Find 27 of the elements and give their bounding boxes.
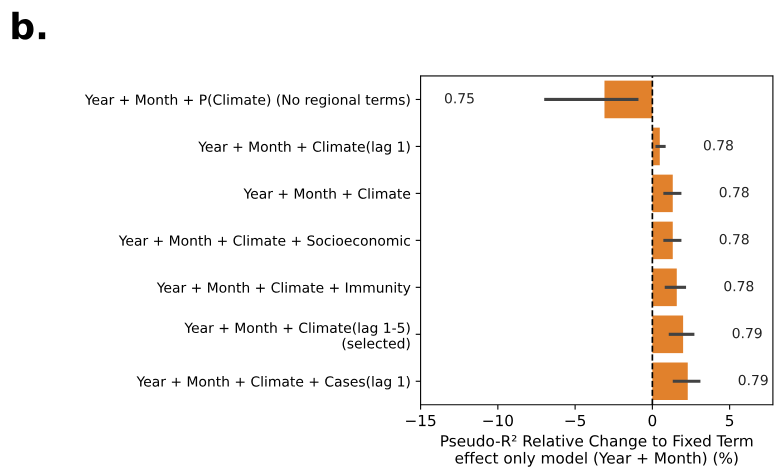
bar [652, 362, 688, 400]
annotation: 0.75 [444, 92, 474, 104]
bar [652, 316, 684, 354]
x-tick-label: 0 [648, 414, 656, 426]
x-tick-label: 5 [726, 414, 734, 426]
annotation: 0.78 [704, 140, 733, 150]
annotation: 0.78 [720, 186, 749, 198]
y-tick-label: Year + Month + Climate + Immunity [156, 282, 410, 296]
annotation: 0.79 [732, 328, 762, 338]
x-axis-title: Pseudo-R² Relative Change to Fixed Term effect only model (Year + Month) (%) [441, 434, 752, 467]
y-tick-label: Year + Month + Climate(lag 1-5) (selected) [184, 322, 410, 350]
annotation: 0.79 [738, 374, 768, 386]
bar [652, 222, 673, 260]
bar [652, 268, 677, 306]
bar [652, 174, 673, 212]
x-tick-label: −5 [565, 414, 586, 426]
text: b. [12, 12, 46, 40]
x-tick-label: −15 [406, 414, 436, 426]
bar [604, 80, 652, 118]
y-tick-label: Year + Month + Climate + Socioeconomic [118, 235, 410, 246]
annotation: 0.78 [724, 280, 754, 292]
y-tick-label: Year + Month + Climate(lag 1) [198, 141, 410, 155]
annotation: 0.78 [720, 234, 749, 244]
x-tick-label: −10 [483, 414, 513, 426]
y-tick-label: Year + Month + Climate [244, 188, 410, 199]
y-tick-label: Year + Month + Climate + Cases(lag 1) [136, 376, 410, 390]
y-tick-label: Year + Month + P(Climate) (No regional terms) [84, 94, 410, 108]
